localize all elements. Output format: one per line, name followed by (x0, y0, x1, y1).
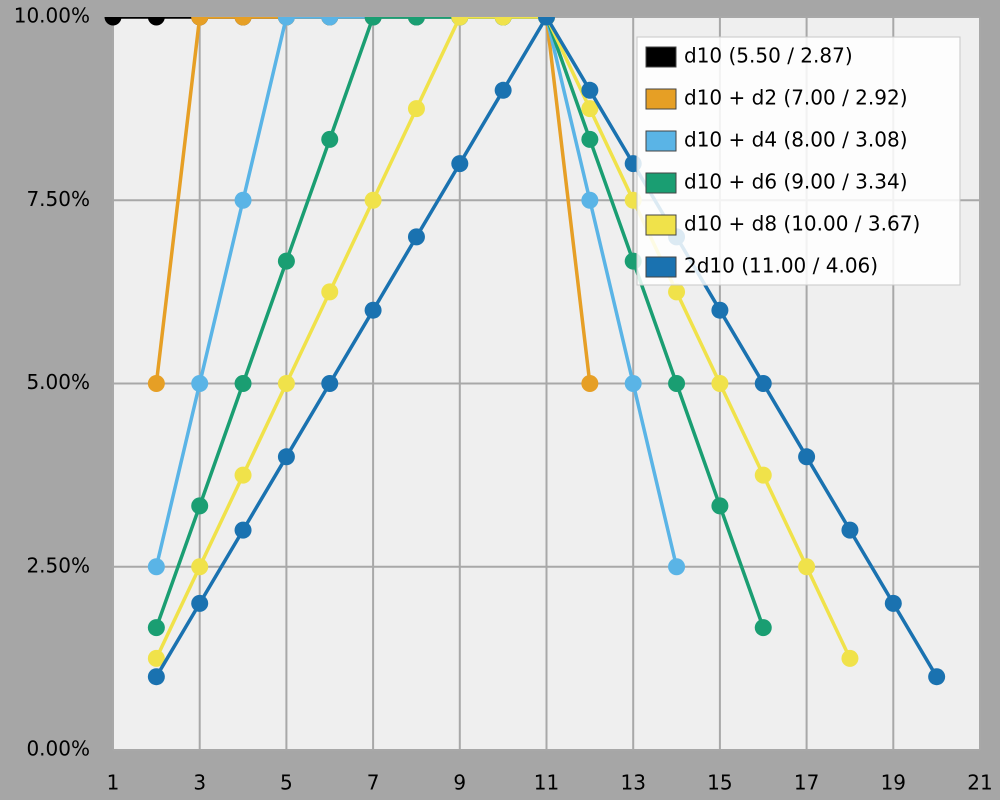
legend-swatch (645, 172, 677, 194)
point (884, 594, 902, 612)
point (234, 191, 252, 209)
point (581, 81, 599, 99)
point (277, 17, 295, 26)
x-tick-label: 17 (794, 771, 819, 795)
point (104, 17, 122, 26)
point (277, 375, 295, 392)
series-layer (104, 17, 946, 686)
point (277, 448, 295, 466)
point (451, 17, 469, 26)
point (191, 17, 209, 26)
point (581, 130, 599, 148)
series-line (154, 17, 852, 660)
point (754, 466, 772, 484)
legend-label: d10 (5.50 / 2.87) (684, 44, 853, 68)
legend-label: 2d10 (11.00 / 4.06) (684, 254, 878, 278)
point (841, 649, 859, 667)
series-line (154, 17, 765, 629)
legend-box (636, 36, 961, 286)
x-tick-label: 9 (453, 771, 466, 795)
legend-label: d10 + d2 (7.00 / 2.92) (684, 86, 908, 110)
point (754, 619, 772, 637)
point (191, 558, 209, 576)
y-tick-label: 7.50% (26, 187, 90, 211)
y-tick-label: 10.00% (14, 4, 90, 28)
point (407, 100, 425, 118)
point (364, 191, 382, 209)
point (147, 619, 165, 637)
point (711, 375, 729, 392)
point (321, 130, 339, 148)
point (668, 558, 686, 576)
point (581, 100, 599, 118)
point (277, 252, 295, 270)
point (191, 375, 209, 392)
point (234, 521, 252, 539)
point (321, 283, 339, 301)
x-tick-label: 15 (707, 771, 732, 795)
legend-label: d10 + d4 (8.00 / 3.08) (684, 128, 908, 152)
point (364, 301, 382, 319)
point (364, 17, 382, 26)
x-tick-label: 7 (367, 771, 380, 795)
point (234, 17, 252, 26)
point (147, 375, 165, 392)
point (407, 228, 425, 246)
point (234, 375, 252, 392)
y-tick-label: 2.50% (26, 553, 90, 577)
point (538, 17, 555, 26)
legend-swatch (645, 46, 677, 68)
point (191, 497, 209, 515)
y-tick-label: 5.00% (26, 370, 90, 394)
x-tick-label: 21 (967, 771, 992, 795)
legend-label: d10 + d6 (9.00 / 3.34) (684, 170, 908, 194)
point (147, 17, 165, 26)
point (321, 375, 339, 392)
legend-label: d10 + d8 (10.00 / 3.67) (684, 212, 920, 236)
x-tick-label: 19 (881, 771, 906, 795)
point (798, 448, 816, 466)
point (798, 558, 816, 576)
point (841, 521, 859, 539)
point (147, 558, 165, 576)
point (928, 668, 946, 686)
point (234, 466, 252, 484)
point (711, 497, 729, 515)
point (147, 668, 165, 686)
point (668, 283, 686, 301)
point (147, 649, 165, 667)
point (581, 375, 599, 392)
point (754, 375, 772, 392)
y-tick-label: 0.00% (26, 737, 90, 761)
point (191, 594, 209, 612)
x-tick-label: 1 (107, 771, 120, 795)
point (407, 17, 425, 26)
point (624, 375, 642, 392)
point (494, 17, 512, 26)
legend-swatch (645, 256, 677, 278)
point (581, 191, 599, 209)
legend-swatch (645, 130, 677, 152)
legend-swatch (645, 214, 677, 236)
point (711, 301, 729, 319)
x-tick-label: 5 (280, 771, 293, 795)
point (668, 375, 686, 392)
point (494, 81, 512, 99)
legend-swatch (645, 88, 677, 110)
x-tick-label: 11 (534, 771, 559, 795)
x-tick-label: 13 (620, 771, 645, 795)
x-tick-label: 3 (193, 771, 206, 795)
point (451, 155, 469, 173)
point (321, 17, 339, 26)
